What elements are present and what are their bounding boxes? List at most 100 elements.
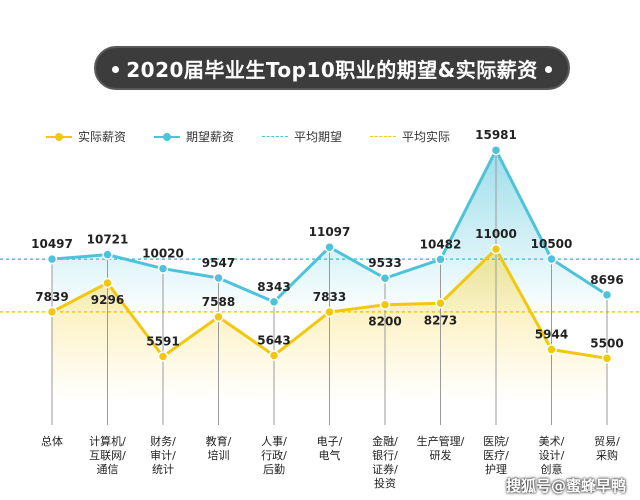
legend-label: 实际薪资: [78, 130, 127, 144]
data-label: 8696: [590, 273, 623, 287]
x-tick-label-line: 统计: [152, 463, 174, 476]
x-tick-label: 总体: [41, 434, 63, 448]
data-point: [213, 311, 224, 323]
chart-title-banner: 2020届毕业生Top10职业的期望&实际薪资: [94, 46, 570, 90]
x-tick-label-line: 生产管理/: [417, 434, 465, 448]
x-tick-label: 医院/医疗/护理: [483, 434, 509, 476]
legend-label: 期望薪资: [186, 130, 235, 144]
x-tick-label: 财务/审计/统计: [150, 434, 176, 476]
x-tick-label: 生产管理/研发: [417, 434, 465, 462]
data-point: [379, 299, 391, 310]
data-label: 10721: [87, 233, 129, 247]
data-point: [490, 144, 502, 156]
data-label: 5591: [146, 335, 179, 349]
data-point: [157, 263, 169, 274]
x-tick-label: 教育/培训: [206, 434, 232, 462]
x-tick-label-line: 财务/: [150, 434, 176, 448]
data-point: [546, 253, 557, 265]
x-tick-label-line: 电子/: [317, 435, 343, 448]
data-point: [546, 344, 557, 355]
data-label: 8343: [257, 280, 290, 294]
data-label: 10482: [420, 237, 462, 251]
x-tick-label-line: 电气: [319, 448, 341, 462]
x-tick-label-line: 通信: [97, 463, 119, 476]
data-label: 7839: [35, 290, 68, 304]
x-tick-label-line: 美术/: [539, 435, 565, 448]
data-point: [46, 306, 58, 318]
data-label: 9296: [91, 293, 124, 307]
data-point: [324, 241, 335, 253]
data-label: 7833: [313, 290, 346, 304]
chart-legend: 实际薪资 期望薪资 平均期望 平均实际: [46, 128, 450, 145]
data-label: 10500: [531, 237, 573, 251]
data-label: 7588: [202, 295, 235, 309]
legend-label: 平均实际: [402, 130, 451, 144]
legend-item: 平均实际: [370, 128, 450, 145]
x-tick-label-line: 行政/: [261, 448, 287, 462]
data-point: [213, 272, 224, 284]
watermark: 搜狐号@蜜蜂早鸭: [505, 477, 626, 495]
chart-title: 2020届毕业生Top10职业的期望&实际薪资: [126, 57, 538, 82]
x-tick-label-line: 人事/: [261, 435, 287, 448]
x-tick-label-line: 互联网/: [89, 449, 126, 462]
data-label: 5944: [535, 327, 568, 341]
x-tick-label-line: 投资: [374, 476, 396, 490]
x-tick-label: 计算机/互联网/通信: [89, 434, 126, 476]
legend-item: 实际薪资: [46, 128, 126, 145]
x-tick-label-line: 银行/: [372, 448, 398, 462]
x-tick-label: 电子/电气: [317, 435, 343, 462]
data-label: 9533: [368, 256, 401, 270]
data-label: 15981: [475, 128, 517, 142]
title-left-dot: [112, 66, 119, 73]
x-tick-label-line: 创意: [541, 462, 563, 476]
x-tick-label: 金融/银行/证券/投资: [372, 434, 398, 490]
data-label: 5500: [590, 336, 623, 350]
legend-item: 平均期望: [262, 128, 342, 145]
x-tick-label-line: 采购: [596, 448, 618, 462]
legend-item: 期望薪资: [154, 128, 234, 145]
x-tick-label-line: 证券/: [372, 462, 398, 476]
x-tick-label-line: 审计/: [150, 448, 176, 462]
data-point: [601, 289, 613, 301]
data-point: [379, 272, 391, 284]
data-point: [268, 350, 280, 361]
data-label: 8200: [368, 315, 401, 329]
data-point: [102, 249, 113, 260]
data-label: 10020: [142, 247, 184, 261]
x-tick-label: 人事/行政/后勤: [261, 435, 287, 476]
x-tick-label: 贸易/采购: [594, 435, 620, 462]
data-point: [435, 298, 446, 309]
data-label: 10497: [31, 237, 73, 251]
data-label: 11097: [309, 225, 351, 239]
legend-swatch: [46, 132, 72, 142]
data-point: [102, 277, 113, 289]
data-label: 11000: [475, 227, 517, 241]
x-tick-label-line: 贸易/: [594, 435, 620, 448]
x-tick-label-line: 研发: [430, 448, 452, 462]
x-tick-label-line: 设计/: [539, 449, 565, 462]
x-tick-label-line: 培训: [208, 448, 230, 462]
x-tick-label-line: 护理: [485, 462, 507, 476]
legend-label: 平均期望: [294, 130, 343, 144]
data-label: 9547: [202, 256, 235, 270]
data-point: [157, 351, 169, 362]
data-point: [601, 353, 613, 364]
legend-swatch: [370, 132, 397, 142]
data-point: [435, 254, 446, 265]
data-point: [46, 253, 58, 265]
x-tick-label-line: 总体: [41, 434, 63, 448]
x-tick-label-line: 后勤: [263, 463, 285, 476]
data-point: [490, 243, 502, 255]
data-point: [324, 306, 335, 318]
x-tick-label-line: 计算机/: [89, 434, 126, 448]
x-tick-label-line: 金融/: [372, 434, 398, 448]
data-point: [268, 296, 280, 308]
title-right-dot: [545, 66, 552, 73]
data-label: 8273: [424, 313, 457, 327]
x-tick-label-line: 教育/: [206, 434, 232, 448]
legend-swatch: [262, 132, 289, 142]
x-tick-label-line: 医疗/: [483, 448, 509, 462]
data-label: 5643: [257, 333, 290, 347]
x-tick-label: 美术/设计/创意: [539, 435, 565, 476]
